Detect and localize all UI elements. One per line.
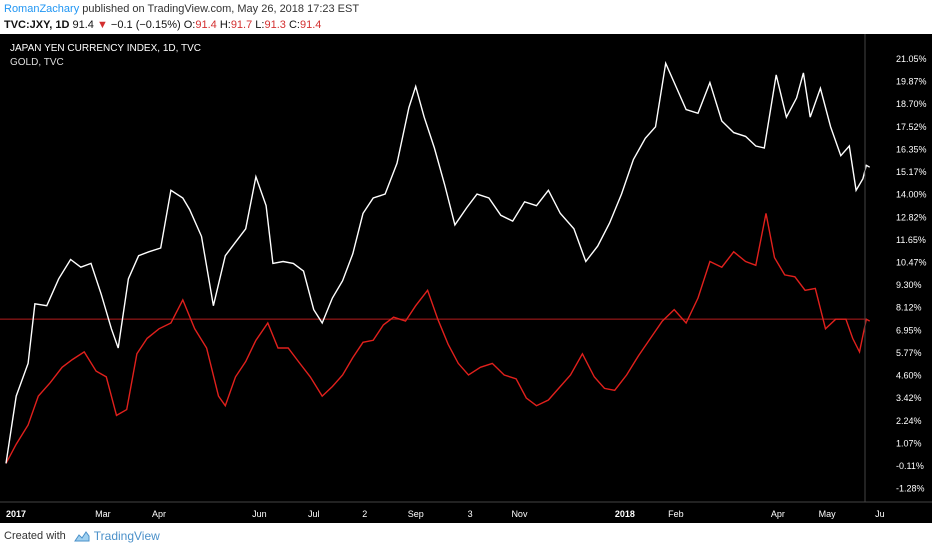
y-tick-label: 15.17% [896, 167, 927, 177]
y-axis[interactable]: 21.05% 19.87% 18.70% 17.52% 16.35% 15.17% 14.0… [896, 54, 927, 494]
y-tick-label: 19.87% [896, 77, 927, 87]
published-text: published on TradingView.com, May 26, 20… [82, 3, 360, 15]
tradingview-logo-icon [73, 530, 90, 541]
price-chart[interactable]: 21.05% 19.87% 18.70% 17.52% 16.35% 15.17% 14.0… [0, 34, 932, 523]
plot-area[interactable] [0, 60, 871, 464]
y-tick-label: 5.77% [896, 348, 922, 358]
y-tick-label: 10.47% [896, 258, 927, 268]
tradingview-brand-link[interactable]: TradingView [93, 529, 160, 543]
jxy-series-line [5, 60, 871, 464]
down-arrow-icon: ▼ [96, 19, 108, 31]
x-tick-label: Nov [511, 509, 528, 519]
y-tick-label: 1.07% [896, 438, 922, 448]
y-tick-label: 17.52% [896, 122, 927, 132]
y-tick-label: -0.11% [896, 461, 924, 471]
created-with-text: Created with [4, 530, 66, 542]
open-label: O: [183, 19, 196, 31]
x-tick-label: 2017 [6, 509, 26, 519]
close-label: C: [288, 19, 300, 31]
x-tick-label: Feb [668, 509, 684, 519]
x-tick-label: Sep [408, 509, 424, 519]
y-tick-label: 9.30% [896, 280, 922, 290]
open-value: 91.4 [195, 19, 217, 31]
legend-main: JAPAN YEN CURRENCY INDEX, 1D, TVC [10, 43, 201, 54]
footer: Created with TradingView [4, 529, 160, 543]
high-label: H: [219, 19, 231, 31]
x-tick-label: Jun [252, 509, 267, 519]
x-axis[interactable]: 2017 Mar Apr Jun Jul 2 Sep 3 Nov 2018 Feb Apr May Ju [6, 509, 885, 519]
price-change: −0.1 (−0.15%) [110, 19, 181, 31]
chart-background [0, 34, 932, 523]
x-tick-label: May [819, 509, 837, 519]
y-tick-label: -1.28% [896, 484, 925, 494]
symbol-label: TVC:JXY, 1D [4, 19, 70, 31]
x-tick-label: 2018 [615, 509, 635, 519]
x-tick-label: Apr [152, 509, 166, 519]
y-tick-label: 6.95% [896, 325, 922, 335]
y-tick-label: 16.35% [896, 144, 927, 154]
y-tick-label: 12.82% [896, 212, 927, 222]
x-tick-label: Jul [308, 509, 320, 519]
gold-series-line [5, 213, 871, 464]
y-tick-label: 11.65% [896, 235, 926, 245]
publish-info: RomanZachary published on TradingView.co… [4, 3, 359, 15]
y-tick-label: 3.42% [896, 393, 922, 403]
y-tick-label: 14.00% [896, 190, 927, 200]
y-tick-label: 2.24% [896, 416, 922, 426]
x-tick-label: Ju [875, 509, 885, 519]
high-value: 91.7 [230, 19, 253, 31]
y-tick-label: 21.05% [896, 54, 927, 64]
low-label: L: [255, 19, 265, 31]
symbol-info: TVC:JXY, 1D 91.4 ▼ −0.1 (−0.15%) O:91.4 … [4, 19, 321, 31]
last-price: 91.4 [72, 19, 94, 31]
y-tick-label: 18.70% [896, 99, 927, 109]
x-tick-label: Apr [771, 509, 785, 519]
close-value: 91.4 [299, 19, 322, 31]
x-tick-label: 2 [362, 509, 367, 519]
x-tick-label: Mar [95, 509, 111, 519]
legend-compare: GOLD, TVC [10, 57, 64, 68]
x-tick-label: 3 [468, 509, 473, 519]
author-link[interactable]: RomanZachary [4, 3, 80, 15]
y-tick-label: 8.12% [896, 303, 922, 313]
low-value: 91.3 [264, 19, 286, 31]
y-tick-label: 4.60% [896, 370, 922, 380]
